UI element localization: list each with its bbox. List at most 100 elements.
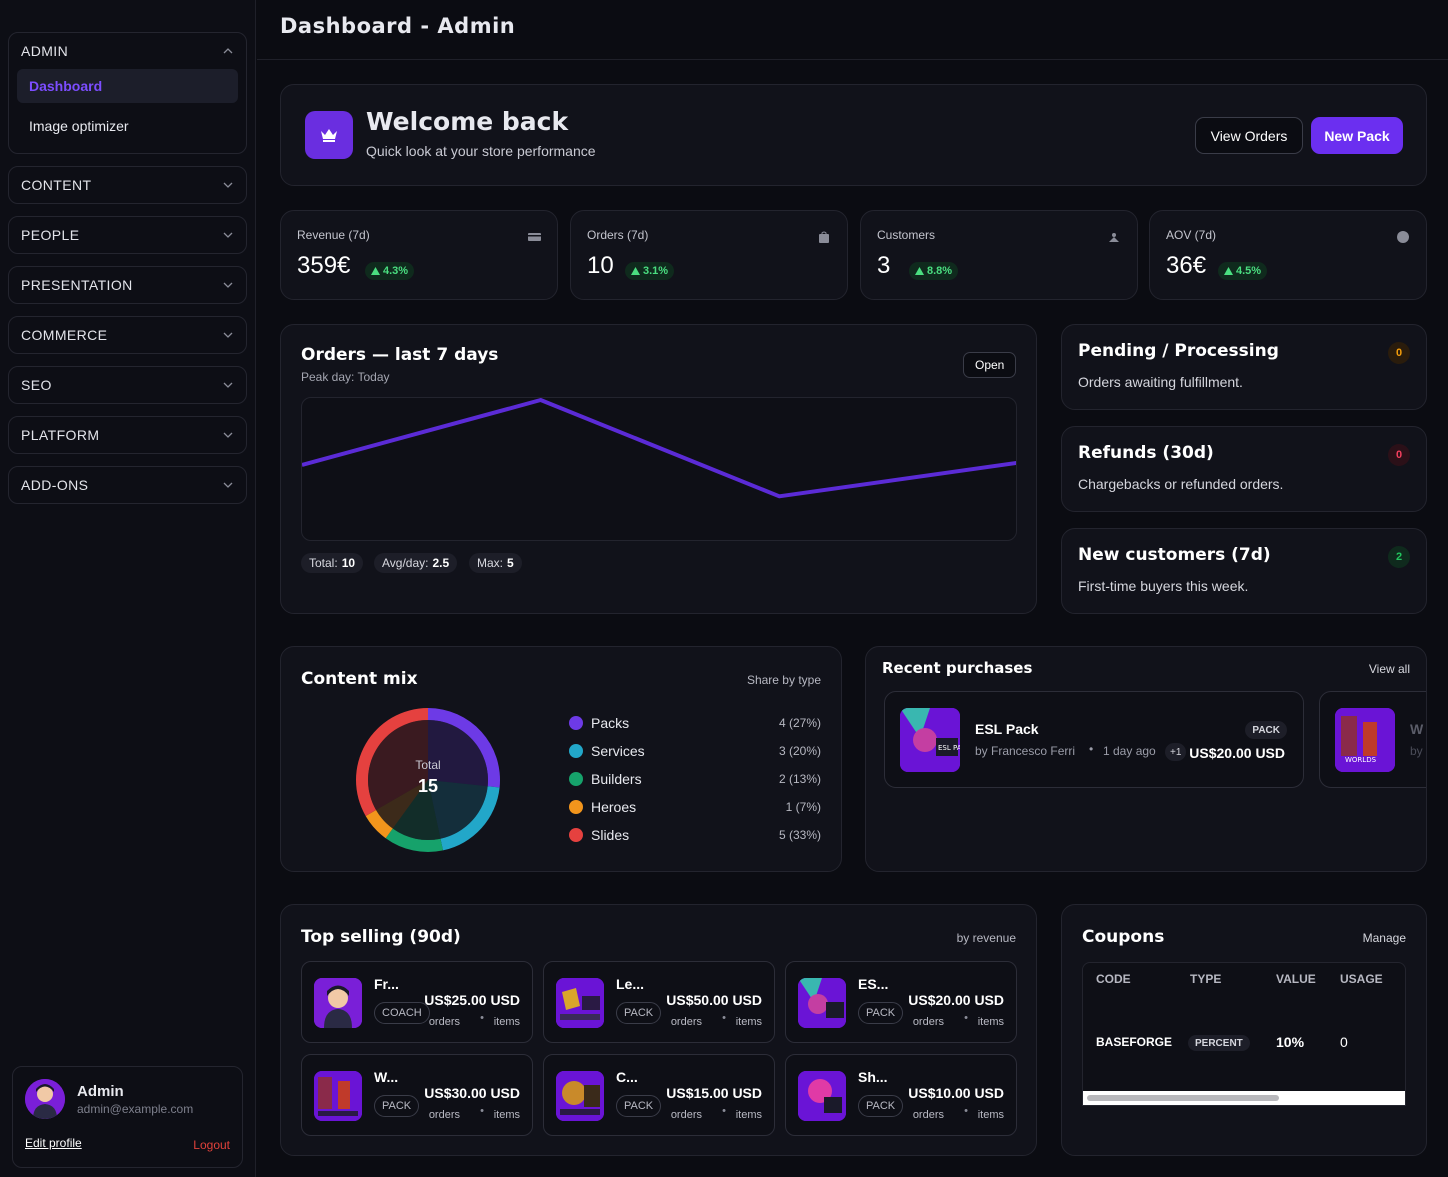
legend-item-builders: Builders 2 (13%) [569, 769, 821, 789]
product-price: US$50.00 USD [666, 992, 762, 1008]
donut-slice-heroes[interactable] [365, 810, 393, 839]
sidebar-item-image-optimizer[interactable]: Image optimizer [17, 109, 238, 143]
purchase-card[interactable]: WORLDS W by [1319, 691, 1426, 788]
nav-group-commerce[interactable]: COMMERCE [8, 316, 247, 354]
nav-group-people[interactable]: PEOPLE [8, 216, 247, 254]
status-card-desc: Chargebacks or refunded orders. [1078, 476, 1284, 492]
legend-value: 1 (7%) [785, 800, 821, 814]
orders-label: orders [670, 1109, 702, 1121]
nav-group-admin-toggle[interactable]: ADMIN [9, 33, 246, 69]
donut-slice-slides[interactable] [356, 708, 428, 816]
legend-label: Services [591, 743, 645, 759]
avatar[interactable] [25, 1079, 65, 1119]
scrollbar-thumb[interactable] [1087, 1095, 1279, 1101]
nav-group-seo[interactable]: SEO [8, 366, 247, 404]
nav-group-label: ADMIN [21, 43, 69, 59]
sidebar-item-dashboard[interactable]: Dashboard [17, 69, 238, 103]
legend-swatch [569, 772, 583, 786]
donut-slice-packs[interactable] [428, 708, 500, 788]
legend-label: Packs [591, 715, 630, 731]
orders-series-line [302, 398, 1016, 499]
product-thumbnail: ESL PA [900, 708, 960, 772]
top-product-card[interactable]: Fr... COACH US$25.00 USD orders • items [301, 961, 533, 1043]
coupon-code: BASEFORGE [1096, 1035, 1173, 1049]
chevron-down-icon [222, 429, 234, 441]
top-selling-card: Top selling (90d) by revenue Fr... COACH U… [280, 904, 1037, 1156]
items-label: items [493, 1016, 520, 1028]
top-product-card[interactable]: W... PACK US$30.00 USD orders • items [301, 1054, 533, 1136]
sidebar-item-label: Dashboard [29, 78, 103, 94]
donut-slice-builders[interactable] [385, 828, 443, 852]
nav-group-admin: ADMIN Dashboard Image optimizer [8, 32, 247, 154]
top-product-card[interactable]: ES... PACK US$20.00 USD orders • items [785, 961, 1017, 1043]
trend-up-icon [1224, 267, 1233, 275]
legend-item-packs: Packs 4 (27%) [569, 713, 821, 733]
nav-group-platform[interactable]: PLATFORM [8, 416, 247, 454]
donut-fill-builders [392, 780, 441, 840]
top-product-card[interactable]: Le... PACK US$50.00 USD orders • items [543, 961, 775, 1043]
horizontal-scrollbar[interactable] [1083, 1091, 1405, 1105]
kpi-value: 10 [587, 252, 614, 279]
view-all-link[interactable]: View all [1368, 662, 1410, 676]
legend-value: 4 (27%) [778, 716, 821, 730]
product-name: C... [616, 1069, 638, 1085]
product-name: ES... [858, 976, 889, 992]
product-type-badge: PACK [374, 1095, 420, 1117]
chip-value: 2.5 [432, 556, 450, 570]
product-name: Le... [616, 976, 645, 992]
kpi-delta: 3.1% [643, 265, 669, 277]
nav-group-toggle[interactable]: PEOPLE [9, 217, 246, 253]
donut-fill-heroes [376, 780, 428, 829]
chevron-down-icon [222, 179, 234, 191]
new-pack-button[interactable]: New Pack [1311, 117, 1403, 154]
chip-value: 10 [341, 556, 356, 570]
kpi-delta: 4.5% [1236, 265, 1262, 277]
nav-group-toggle[interactable]: COMMERCE [9, 317, 246, 353]
purchase-card[interactable]: ESL PA ESL Pack by Francesco Ferri • 1 d… [884, 691, 1304, 788]
product-thumbnail [314, 1071, 362, 1121]
separator-dot: • [964, 1012, 968, 1024]
table-row[interactable]: BASEFORGE PERCENT 10% 0 [1083, 1025, 1405, 1061]
status-card-2[interactable]: New customers (7d) First-time buyers this… [1061, 528, 1427, 614]
manage-coupons-link[interactable]: Manage [1362, 931, 1406, 945]
donut-fill-services [428, 780, 488, 839]
kpi-card-0: Revenue (7d) 359€ 4.3% [280, 210, 558, 300]
nav-group-label: PEOPLE [21, 227, 80, 243]
nav-group-add-ons[interactable]: ADD-ONS [8, 466, 247, 504]
nav-group-label: PRESENTATION [21, 277, 133, 293]
status-count-badge: 2 [1388, 546, 1410, 568]
nav-group-toggle[interactable]: ADD-ONS [9, 467, 246, 503]
purchase-by: by [1410, 744, 1423, 758]
orders-label: orders [670, 1016, 702, 1028]
items-label: items [977, 1109, 1004, 1121]
nav-group-label: PLATFORM [21, 427, 100, 443]
status-card-0[interactable]: Pending / Processing Orders awaiting fulf… [1061, 324, 1427, 410]
content-mix-donut [356, 708, 500, 852]
kpi-label: AOV (7d) [1166, 228, 1217, 242]
nav-group-toggle[interactable]: PLATFORM [9, 417, 246, 453]
orders-line-chart [301, 397, 1017, 541]
status-card-1[interactable]: Refunds (30d) Chargebacks or refunded ord… [1061, 426, 1427, 512]
orders-chart-card: Orders — last 7 days Peak day: Today Ope… [280, 324, 1037, 614]
nav-group-content[interactable]: CONTENT [8, 166, 247, 204]
product-type-badge: COACH [374, 1002, 430, 1024]
top-product-card[interactable]: C... PACK US$15.00 USD orders • items [543, 1054, 775, 1136]
nav-group-label: COMMERCE [21, 327, 108, 343]
nav-group-presentation[interactable]: PRESENTATION [8, 266, 247, 304]
nav-group-toggle[interactable]: CONTENT [9, 167, 246, 203]
edit-profile-link[interactable]: Edit profile [25, 1136, 82, 1150]
open-orders-button[interactable]: Open [963, 352, 1017, 378]
total-chip: Total: 10 [301, 553, 364, 573]
view-orders-button[interactable]: View Orders [1195, 117, 1303, 154]
donut-slice-services[interactable] [440, 786, 500, 851]
coupon-value: 10% [1276, 1034, 1305, 1050]
kpi-card-2: Customers 3 8.8% [860, 210, 1138, 300]
top-product-card[interactable]: Sh... PACK US$10.00 USD orders • items [785, 1054, 1017, 1136]
product-price: US$25.00 USD [424, 992, 520, 1008]
nav-group-toggle[interactable]: SEO [9, 367, 246, 403]
coupons-table: CODE TYPE VALUE USAGE BASEFORGE PERCENT … [1082, 962, 1406, 1106]
nav-group-toggle[interactable]: PRESENTATION [9, 267, 246, 303]
column-header: VALUE [1276, 972, 1316, 986]
logout-link[interactable]: Logout [193, 1138, 230, 1152]
top-selling-subtitle: by revenue [956, 931, 1016, 945]
